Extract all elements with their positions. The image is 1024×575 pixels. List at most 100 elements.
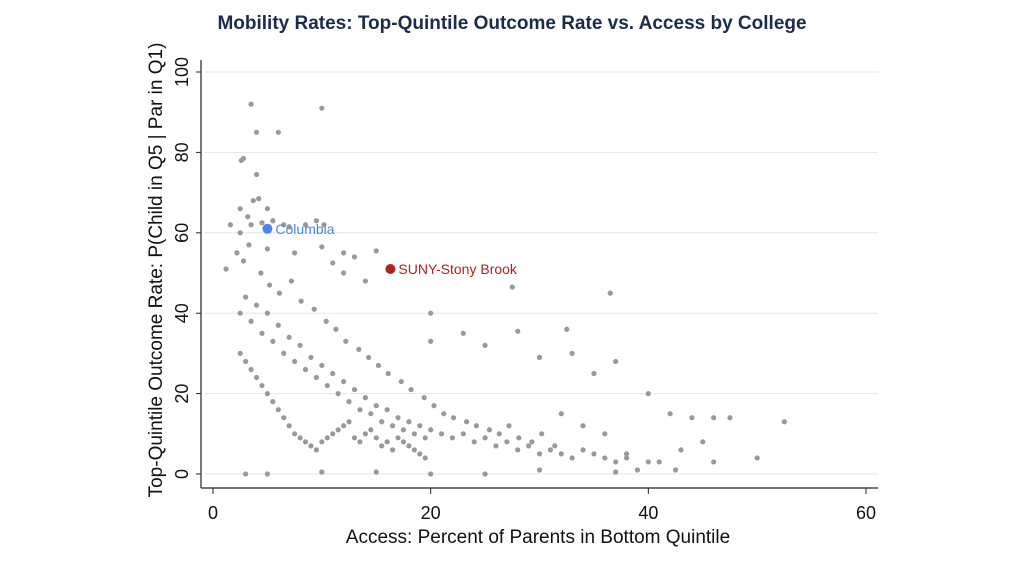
scatter-point xyxy=(266,282,273,288)
scatter-point xyxy=(264,310,271,316)
scatter-point xyxy=(613,459,619,465)
scatter-point xyxy=(569,350,575,356)
scatter-point xyxy=(302,222,309,228)
scatter-point xyxy=(422,455,428,461)
scatter-point xyxy=(428,338,434,344)
scatter-point xyxy=(341,378,347,385)
scatter-point xyxy=(298,298,304,304)
scatter-point xyxy=(264,206,271,212)
scatter-point xyxy=(313,447,319,453)
scatter-point xyxy=(711,459,717,465)
y-tick-label: 80 xyxy=(172,142,192,162)
y-tick-label: 60 xyxy=(172,223,192,243)
scatter-point xyxy=(536,451,543,457)
scatter-point xyxy=(591,451,597,457)
scatter-point xyxy=(471,439,477,445)
scatter-point xyxy=(493,443,499,449)
scatter-point xyxy=(330,260,336,266)
scatter-point xyxy=(335,427,341,433)
scatter-point xyxy=(417,423,423,429)
scatter-point xyxy=(341,270,347,276)
scatter-point xyxy=(281,415,287,421)
scatter-point xyxy=(270,218,276,224)
scatter-point xyxy=(482,471,488,477)
y-axis-label: Top-Quintile Outcome Rate: P(Child in Q5… xyxy=(146,43,167,498)
scatter-point xyxy=(248,101,254,107)
scatter-point xyxy=(482,435,488,441)
highlight-point xyxy=(262,223,273,234)
scatter-point xyxy=(395,435,401,441)
scatter-point xyxy=(623,451,630,457)
scatter-point xyxy=(368,427,374,433)
scatter-point xyxy=(506,423,512,429)
chart-title: Mobility Rates: Top-Quintile Outcome Rat… xyxy=(217,13,806,34)
scatter-point xyxy=(248,222,254,228)
scatter-point xyxy=(438,431,445,437)
scatter-point xyxy=(408,386,414,393)
data-points xyxy=(223,101,787,477)
scatter-point xyxy=(264,471,271,477)
scatter-point xyxy=(259,220,265,226)
scatter-point xyxy=(330,431,336,437)
scatter-point xyxy=(308,354,314,361)
highlight-label: SUNY-Stony Brook xyxy=(398,261,518,277)
scatter-point xyxy=(428,471,434,477)
scatter-point xyxy=(240,155,247,162)
scatter-point xyxy=(428,427,434,433)
scatter-point xyxy=(341,250,347,256)
scatter-point xyxy=(248,318,254,324)
scatter-point xyxy=(240,258,247,264)
scatter-point xyxy=(667,411,673,417)
scatter-point xyxy=(243,294,249,300)
axes: 0 20 40 60 80 100 0 20 40 60 xyxy=(172,57,878,523)
scatter-point xyxy=(678,447,684,453)
scatter-point xyxy=(319,244,325,250)
scatter-point xyxy=(259,330,265,336)
scatter-point xyxy=(406,443,412,449)
y-tick-label: 0 xyxy=(172,469,192,479)
scatter-point xyxy=(366,354,372,361)
scatter-point xyxy=(373,248,379,254)
scatter-point xyxy=(330,370,336,377)
scatter-point xyxy=(580,423,586,429)
scatter-point xyxy=(319,105,325,111)
scatter-point xyxy=(356,346,362,352)
scatter-point xyxy=(281,350,287,356)
scatter-point xyxy=(529,439,535,445)
scatter-point xyxy=(449,435,456,441)
scatter-point xyxy=(250,198,256,204)
scatter-point xyxy=(275,407,281,413)
scatter-point xyxy=(324,435,330,441)
scatter-point xyxy=(645,459,651,465)
scatter-point xyxy=(373,435,379,441)
scatter-point xyxy=(580,447,586,453)
x-tick-label: 20 xyxy=(421,503,441,523)
scatter-point xyxy=(482,342,488,348)
scatter-point xyxy=(302,366,309,373)
scatter-point xyxy=(623,455,630,461)
scatter-point xyxy=(319,439,325,445)
scatter-point xyxy=(389,423,396,429)
y-tick-label: 100 xyxy=(172,57,192,87)
scatter-point xyxy=(373,469,379,475)
scatter-point xyxy=(384,407,390,413)
scatter-point xyxy=(379,419,385,425)
scatter-point xyxy=(421,395,427,401)
scatter-point xyxy=(385,370,391,377)
scatter-point xyxy=(237,206,243,212)
scatter-point xyxy=(357,439,363,445)
scatter-point xyxy=(536,354,543,361)
scatter-point xyxy=(275,129,281,135)
scatter-point xyxy=(591,370,597,377)
x-tick-label: 60 xyxy=(856,503,876,523)
scatter-point xyxy=(406,419,412,425)
scatter-point xyxy=(297,435,303,441)
scatter-point xyxy=(368,411,374,417)
scatter-point xyxy=(286,334,292,340)
scatter-point xyxy=(486,427,493,433)
scatter-point xyxy=(564,326,570,332)
scatter-point xyxy=(319,469,325,475)
scatter-point xyxy=(286,423,292,429)
scatter-point xyxy=(245,214,251,220)
scatter-point xyxy=(313,374,319,381)
